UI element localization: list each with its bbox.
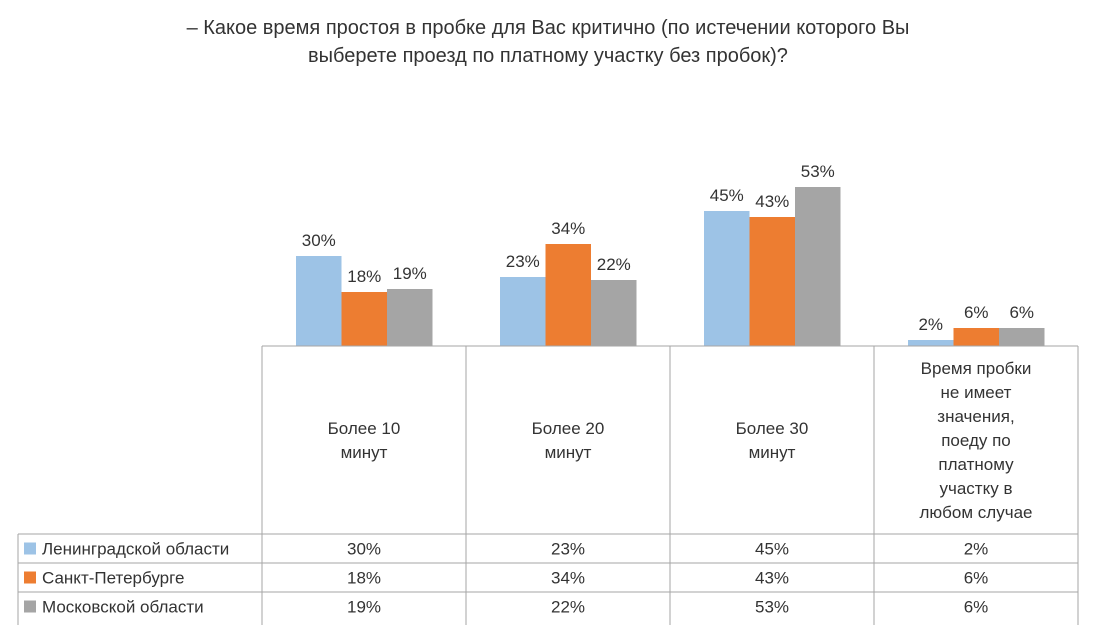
data-label: 45%: [710, 186, 744, 205]
bar: [341, 292, 387, 346]
bar: [795, 187, 841, 346]
legend-label: Московской области: [42, 598, 204, 617]
chart-title: – Какое время простоя в пробке для Вас к…: [186, 17, 910, 67]
bar: [591, 280, 637, 346]
data-label: 23%: [506, 252, 540, 271]
legend-label: Санкт-Петербурге: [42, 569, 184, 588]
table-cell-value: 23%: [551, 540, 585, 559]
table-cell-value: 30%: [347, 540, 381, 559]
table-cell-value: 6%: [964, 569, 989, 588]
legend-key: [24, 542, 36, 555]
data-label: 6%: [964, 303, 989, 322]
category-label: Более 30 минут: [736, 419, 809, 462]
bar: [387, 289, 433, 346]
data-label: 43%: [755, 192, 789, 211]
data-label: 53%: [801, 162, 835, 181]
bar: [908, 340, 954, 346]
data-label: 18%: [347, 267, 381, 286]
bar: [953, 328, 999, 346]
bar: [500, 277, 546, 346]
bar: [545, 244, 591, 346]
table-cell-value: 19%: [347, 598, 381, 617]
category-label: Время пробки не имеет значения, поеду по пла…: [920, 359, 1033, 522]
bar: [749, 217, 795, 346]
bar: [999, 328, 1045, 346]
data-label: 34%: [551, 219, 585, 238]
data-label: 2%: [918, 315, 943, 334]
legend-key: [24, 600, 36, 613]
bar: [704, 211, 750, 346]
data-label: 6%: [1009, 303, 1034, 322]
data-label: 19%: [393, 264, 427, 283]
table-cell-value: 45%: [755, 540, 789, 559]
table-cell-value: 34%: [551, 569, 585, 588]
table-cell-value: 6%: [964, 598, 989, 617]
category-label: Более 10 минут: [328, 419, 401, 462]
table-cell-value: 18%: [347, 569, 381, 588]
category-label: Более 20 минут: [532, 419, 605, 462]
data-label: 22%: [597, 255, 631, 274]
table-cell-value: 2%: [964, 540, 989, 559]
legend-label: Ленинградской области: [42, 540, 229, 559]
bar: [296, 256, 342, 346]
legend-key: [24, 571, 36, 584]
table-cell-value: 22%: [551, 598, 585, 617]
table-cell-value: 53%: [755, 598, 789, 617]
table-cell-value: 43%: [755, 569, 789, 588]
data-label: 30%: [302, 231, 336, 250]
